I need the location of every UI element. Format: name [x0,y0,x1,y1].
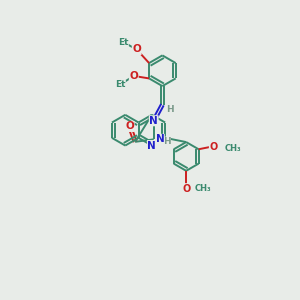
Text: CH₃: CH₃ [225,143,241,152]
Text: N: N [149,116,158,126]
Text: O: O [182,184,190,194]
Text: N: N [155,134,164,144]
Text: Et: Et [118,38,128,46]
Text: O: O [209,142,217,152]
Text: O: O [125,122,134,131]
Text: O: O [129,71,138,81]
Text: H: H [163,137,171,146]
Text: N: N [148,140,156,151]
Text: CH₃: CH₃ [195,184,211,193]
Text: O: O [132,44,141,54]
Text: H: H [167,105,174,114]
Text: Et: Et [115,80,125,89]
